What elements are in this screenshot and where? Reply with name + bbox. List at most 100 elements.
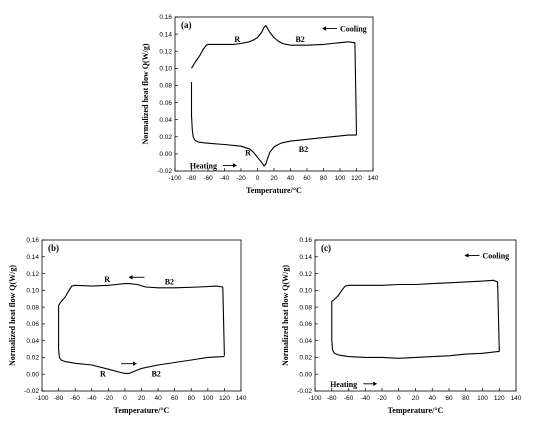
y-axis-title: Normalized heat flow Q(W/g) [8,265,17,366]
x-tick-label: 0 [256,175,260,182]
x-tick-label: 80 [320,175,328,182]
x-axis-title: Temperature/°C [388,406,444,415]
y-tick-label: 0.10 [26,288,39,295]
annotation-label: Heating [330,380,357,389]
y-tick-label: 0.14 [159,31,172,38]
y-tick-label: -0.02 [297,388,312,395]
plot-frame [174,16,374,172]
x-tick-label: 0 [397,395,401,402]
x-tick-label: -80 [327,395,337,402]
arrowhead-icon [322,26,326,31]
arrowhead-icon [232,163,237,168]
x-tick-label: -60 [344,395,354,402]
cooling-curve [331,279,500,352]
x-tick-label: -100 [168,175,181,182]
annotation-label: B2 [151,370,160,379]
panel-b: -0.02 0.00 0.02 0.04 0.06 0.08 0.10 0.12 0.14 0.1… [8,237,247,415]
y-tick-label: 0.16 [26,237,39,244]
x-tick-label: -80 [54,395,64,402]
panel-label: (b) [48,243,59,253]
annotation-label: R [245,149,251,158]
x-tick-label: 80 [188,395,196,402]
x-axis-title: Temperature/°C [246,186,302,195]
arrowhead-icon [373,381,378,387]
x-tick-label: 20 [138,395,146,402]
x-tick-label: 120 [494,395,505,402]
x-tick-label: 60 [303,175,311,182]
x-tick-label: 60 [445,395,453,402]
x-tick-label: -40 [220,175,230,182]
annotation-label: B2 [295,35,304,44]
annotation-label: B2 [299,145,308,154]
annotation-label: R [100,370,106,379]
y-axis-title: Normalized heat flow Q(W/g) [281,265,290,366]
y-tick-label: 0.02 [159,134,172,141]
arrowhead-icon [464,253,469,258]
heating-curve [58,305,225,374]
y-tick-label: 0.00 [26,371,39,378]
x-tick-label: 140 [368,175,379,182]
x-tick-label: 120 [219,395,230,402]
x-tick-label: 40 [154,395,162,402]
y-tick-label: 0.00 [159,151,172,158]
panel-c: -0.02 0.00 0.02 0.04 0.06 0.08 0.10 0.12 0.14 0.1… [281,237,522,415]
y-tick-label: 0.12 [299,271,312,278]
annotation-label: Cooling [340,25,367,34]
panel-a: -0.02 0.00 0.02 0.04 0.06 0.08 0.10 0.12 0.14 0.1… [141,14,379,195]
x-tick-label: -100 [308,395,321,402]
y-tick-label: -0.02 [24,388,39,395]
cooling-curve [191,25,358,136]
y-tick-label: 0.04 [26,338,39,345]
annotation-label: B2 [165,277,174,286]
x-tick-label: -40 [87,395,97,402]
y-tick-label: 0.06 [26,321,39,328]
y-tick-label: 0.10 [299,288,312,295]
x-tick-label: -20 [236,175,246,182]
annotation-label: R [234,35,240,44]
y-tick-label: 0.06 [299,321,312,328]
y-tick-label: 0.04 [299,338,312,345]
arrowhead-icon [133,361,138,366]
annotation-label: R [104,275,110,284]
x-axis-title: Temperature/°C [114,406,170,415]
y-tick-label: 0.10 [159,66,172,73]
x-tick-label: 40 [287,175,295,182]
x-tick-label: -100 [35,395,48,402]
x-tick-label: 100 [335,175,346,182]
y-tick-label: 0.12 [26,271,39,278]
x-tick-label: -20 [104,395,114,402]
x-tick-label: -60 [70,395,80,402]
y-tick-label: 0.16 [299,237,312,244]
x-tick-label: -40 [361,395,371,402]
y-axis-title: Normalized heat flow Q(W/g) [141,43,150,144]
x-tick-label: 20 [412,395,420,402]
heating-curve [190,82,357,167]
y-tick-label: 0.14 [299,254,312,261]
x-tick-label: -80 [187,175,197,182]
arrowhead-icon [128,275,133,280]
x-tick-label: 120 [351,175,362,182]
x-tick-label: 100 [202,395,213,402]
panel-label: (a) [181,20,192,30]
y-tick-label: 0.08 [299,304,312,311]
y-tick-label: 0.08 [26,304,39,311]
x-tick-label: -20 [377,395,387,402]
annotation-label: Cooling [483,251,510,260]
y-tick-label: 0.02 [299,355,312,362]
x-tick-label: 100 [477,395,488,402]
y-tick-label: 0.06 [159,100,172,107]
annotation-label: Heating [190,161,217,170]
y-tick-label: -0.02 [157,168,172,175]
x-tick-label: 0 [123,395,127,402]
y-tick-label: 0.12 [159,48,172,55]
x-tick-label: 140 [511,395,522,402]
cooling-curve [58,283,225,356]
heating-curve [331,301,500,359]
y-tick-label: 0.16 [159,14,172,21]
x-tick-label: -60 [203,175,213,182]
y-tick-label: 0.08 [159,83,172,90]
y-tick-label: 0.14 [26,254,39,261]
y-tick-label: 0.04 [159,117,172,124]
x-tick-label: 40 [429,395,437,402]
